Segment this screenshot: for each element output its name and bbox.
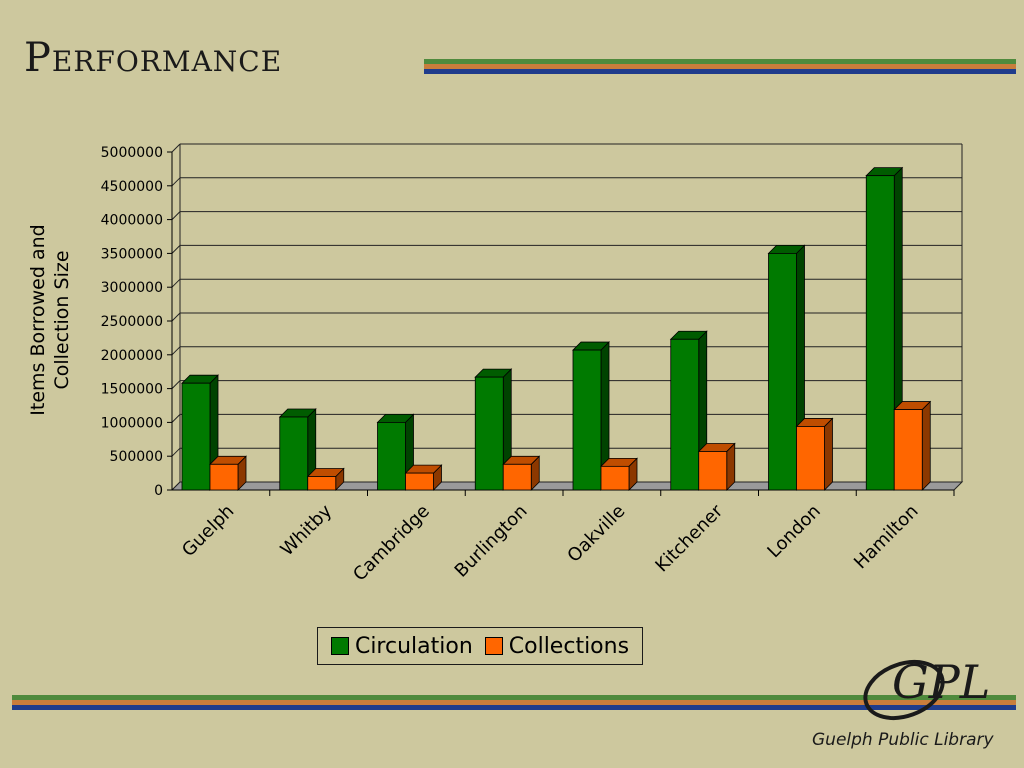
bar-side <box>824 417 833 491</box>
y-tick-label: 4000000 <box>101 213 163 229</box>
bar-collections <box>209 463 239 491</box>
x-tick-label: Kitchener <box>651 500 727 576</box>
y-tick-label: 3500000 <box>101 246 163 262</box>
bar-circulation <box>865 175 895 491</box>
legend-label-circulation: Circulation <box>354 633 473 659</box>
gridline-depth <box>171 346 181 356</box>
y-tick-label: 1000000 <box>101 415 163 431</box>
bar-collections <box>796 426 825 491</box>
legend-item-collections: Collections <box>484 633 630 659</box>
y-tick-label: 4500000 <box>101 179 163 195</box>
x-tick-label: Oakville <box>563 501 629 567</box>
logo-caption: Guelph Public Library <box>812 730 994 750</box>
y-axis-label: Items Borrowed and Collection Size <box>27 224 73 415</box>
gridline-depth <box>171 414 181 423</box>
gridline-depth <box>171 177 181 187</box>
bar-collections <box>405 472 434 491</box>
y-axis-label-line: Items Borrowed and <box>27 224 49 415</box>
gridline-depth <box>171 380 181 389</box>
y-tick-label: 500000 <box>110 449 163 465</box>
y-axis-label-line: Collection Size <box>51 250 73 389</box>
gpl-logo: GPL <box>863 655 990 721</box>
logo-mark: GPL <box>892 655 990 709</box>
x-tick-label: Guelph <box>178 501 238 561</box>
legend-swatch-collections <box>484 637 503 655</box>
footer-stripes <box>12 695 1016 710</box>
legend-swatch-circulation <box>330 637 349 655</box>
y-tick-label: 2000000 <box>101 348 163 364</box>
bar-circulation <box>572 349 602 491</box>
gridline-depth <box>171 211 181 220</box>
y-tick-label: 1500000 <box>101 382 163 398</box>
bar-circulation <box>670 338 700 491</box>
bar-circulation <box>474 376 504 491</box>
gridline-depth <box>171 312 181 322</box>
x-tick-label: Whitby <box>277 500 337 560</box>
bar-collections <box>698 451 728 491</box>
y-tick-label: 5000000 <box>101 145 163 161</box>
bar-chart: 0 500000 1000000 1500000 2000000 2500000 30000… <box>27 143 964 586</box>
title-stripes <box>424 59 1016 74</box>
bar-circulation <box>279 416 309 491</box>
legend-label-collections: Collections <box>508 633 630 659</box>
bar-collections <box>502 463 532 491</box>
bar-collections <box>893 409 923 491</box>
x-tick-label: London <box>763 501 825 563</box>
gridline-depth <box>171 245 181 254</box>
x-tick-label: Cambridge <box>349 501 434 586</box>
gridline-depth <box>171 447 181 457</box>
bar-side <box>921 400 931 491</box>
y-tick-label: 2500000 <box>101 314 163 330</box>
y-tick-label: 0 <box>154 483 163 499</box>
bar-circulation <box>377 421 406 491</box>
legend-item-circulation: Circulation <box>330 633 473 659</box>
chart-legend: Circulation Collections <box>317 627 643 665</box>
x-tick-label: Burlington <box>451 501 532 582</box>
gridline-depth <box>171 278 181 288</box>
gridline-depth <box>171 143 181 153</box>
bar-circulation <box>181 382 211 491</box>
bar-collections <box>307 476 337 491</box>
slide-title: Performance <box>24 35 283 81</box>
bar-collections <box>600 465 630 491</box>
y-tick-label: 3000000 <box>101 280 163 296</box>
x-tick-label: Hamilton <box>850 501 923 574</box>
bar-circulation <box>768 252 797 491</box>
